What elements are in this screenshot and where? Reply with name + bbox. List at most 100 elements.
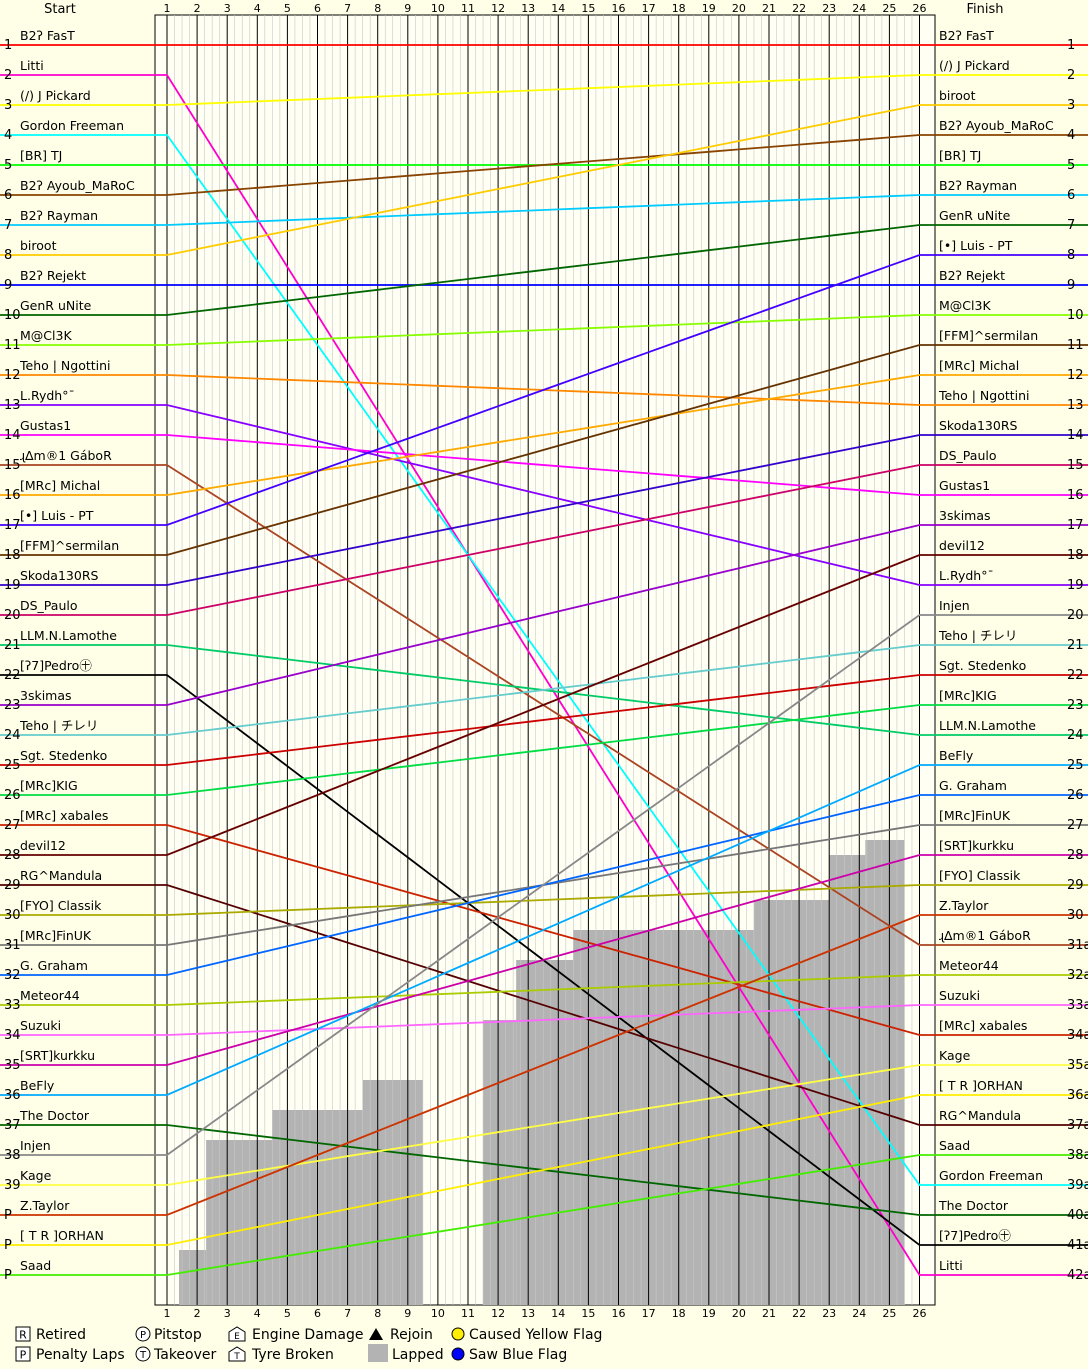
finish-position: 30	[1067, 908, 1084, 923]
finish-position: 10	[1067, 308, 1084, 323]
start-driver-name: Gordon Freeman	[20, 118, 124, 133]
start-driver-name: B2ʔ FasT	[20, 28, 75, 43]
lap-label-top: 8	[374, 2, 381, 15]
lap-label-top: 11	[461, 2, 475, 15]
finish-driver-name: [ʔ7]Pedro㊉	[939, 1228, 1011, 1243]
finish-driver-name: Saad	[939, 1138, 970, 1153]
start-driver-name: LLM.N.Lamothe	[20, 628, 117, 643]
start-position: 27	[4, 818, 21, 833]
start-position: 3	[4, 98, 12, 113]
legend-takeover: Takeover	[153, 1347, 216, 1363]
lap-label-bottom: 26	[913, 1307, 927, 1320]
driver-line	[0, 704, 1088, 796]
blue-flag-icon	[451, 1347, 465, 1361]
driver-line	[0, 674, 1088, 766]
finish-position: 29	[1067, 878, 1084, 893]
finish-position: 27	[1067, 818, 1084, 833]
start-driver-name: [•] Luis - PT	[20, 508, 94, 523]
start-position: P	[4, 1238, 12, 1253]
lap-label-bottom: 19	[702, 1307, 716, 1320]
driver-line	[0, 434, 1088, 496]
lap-label-bottom: 22	[792, 1307, 806, 1320]
lap-label-bottom: 13	[521, 1307, 535, 1320]
lapped-block	[206, 1140, 273, 1305]
start-driver-name: [MRc]KIG	[20, 778, 78, 793]
finish-position: 32a	[1067, 968, 1088, 983]
driver-line	[0, 74, 1088, 1276]
finish-position: 8	[1067, 248, 1075, 263]
lap-label-bottom: 24	[852, 1307, 866, 1320]
start-position: 7	[4, 218, 12, 233]
start-driver-name: [MRc] xabales	[20, 808, 108, 823]
finish-driver-name: Sgt. Stedenko	[939, 658, 1026, 673]
start-driver-name: Kage	[20, 1168, 52, 1183]
penalty-icon-glyph: P	[20, 1349, 27, 1362]
retired-icon-glyph: R	[19, 1329, 27, 1342]
driver-line	[0, 1004, 1088, 1036]
start-driver-name: Z.Taylor	[20, 1198, 70, 1213]
finish-driver-name: B2ʔ FasT	[939, 28, 994, 43]
finish-position: 3	[1067, 98, 1075, 113]
driver-line	[0, 224, 1088, 316]
lap-label-bottom: 9	[404, 1307, 411, 1320]
lap-label-bottom: 17	[642, 1307, 656, 1320]
start-position: 12	[4, 368, 21, 383]
finish-driver-name: B2ʔ Rayman	[939, 178, 1017, 193]
finish-driver-name: Skoda130RS	[939, 418, 1018, 433]
start-driver-name: BeFly	[20, 1078, 55, 1093]
finish-driver-name: devil12	[939, 538, 985, 553]
start-position: 21	[4, 638, 21, 653]
legend-tyre: Tyre Broken	[251, 1347, 334, 1363]
start-position: P	[4, 1208, 12, 1223]
retired-icon	[15, 1326, 31, 1342]
finish-driver-name: Teho | Ngottini	[938, 388, 1030, 403]
lap-label-bottom: 10	[431, 1307, 445, 1320]
driver-line	[0, 1154, 1088, 1276]
finish-driver-name: (/) J Pickard	[939, 58, 1010, 73]
start-driver-name: L.Rydh°¯	[20, 388, 75, 403]
lap-label-top: 19	[702, 2, 716, 15]
lap-label-top: 4	[254, 2, 261, 15]
start-position: 36	[4, 1088, 21, 1103]
finish-position: 34a	[1067, 1028, 1088, 1043]
legend: R Retired P Penalty Laps P Pitstop T Takeover E E…	[15, 1326, 602, 1363]
finish-position: 31a	[1067, 938, 1088, 953]
start-driver-name: Sgt. Stedenko	[20, 748, 107, 763]
finish-driver-name: [MRc] xabales	[939, 1018, 1027, 1033]
finish-driver-name: RG^Mandula	[939, 1108, 1021, 1123]
driver-line	[0, 1064, 1088, 1186]
start-position: 29	[4, 878, 21, 893]
start-position: 20	[4, 608, 21, 623]
finish-driver-name: DS_Paulo	[939, 448, 997, 463]
finish-position: 26	[1067, 788, 1084, 803]
start-position: 5	[4, 158, 12, 173]
lap-label-bottom: 3	[224, 1307, 231, 1320]
lap-label-top: 6	[314, 2, 321, 15]
finish-driver-name: LLM.N.Lamothe	[939, 718, 1036, 733]
finish-position: 38a	[1067, 1148, 1088, 1163]
lap-label-top: 3	[224, 2, 231, 15]
start-driver-name: [FYO] Classik	[20, 898, 102, 913]
finish-position: 37a	[1067, 1118, 1088, 1133]
legend-pitstop: Pitstop	[154, 1327, 202, 1343]
finish-driver-name: [MRc]KIG	[939, 688, 997, 703]
finish-driver-name: Kage	[939, 1048, 971, 1063]
pitstop-icon-glyph: P	[140, 1330, 146, 1341]
driver-line	[0, 74, 1088, 106]
finish-driver-name: [MRc] Michal	[939, 358, 1019, 373]
start-driver-name: Teho | チレリ	[19, 718, 98, 733]
driver-line	[0, 194, 1088, 226]
lap-label-bottom: 1	[164, 1307, 171, 1320]
finish-position: 5	[1067, 158, 1075, 173]
finish-driver-name: The Doctor	[938, 1198, 1009, 1213]
finish-position: 13	[1067, 398, 1084, 413]
start-driver-name: ɻ∆m®1 GáboR	[20, 448, 112, 463]
finish-driver-name: 3skimas	[939, 508, 991, 523]
lap-label-bottom: 11	[461, 1307, 475, 1320]
finish-position: 42a	[1067, 1268, 1088, 1283]
lap-label-bottom: 2	[194, 1307, 201, 1320]
lap-label-bottom: 12	[491, 1307, 505, 1320]
takeover-icon-glyph: T	[139, 1350, 147, 1361]
finish-position: 20	[1067, 608, 1084, 623]
